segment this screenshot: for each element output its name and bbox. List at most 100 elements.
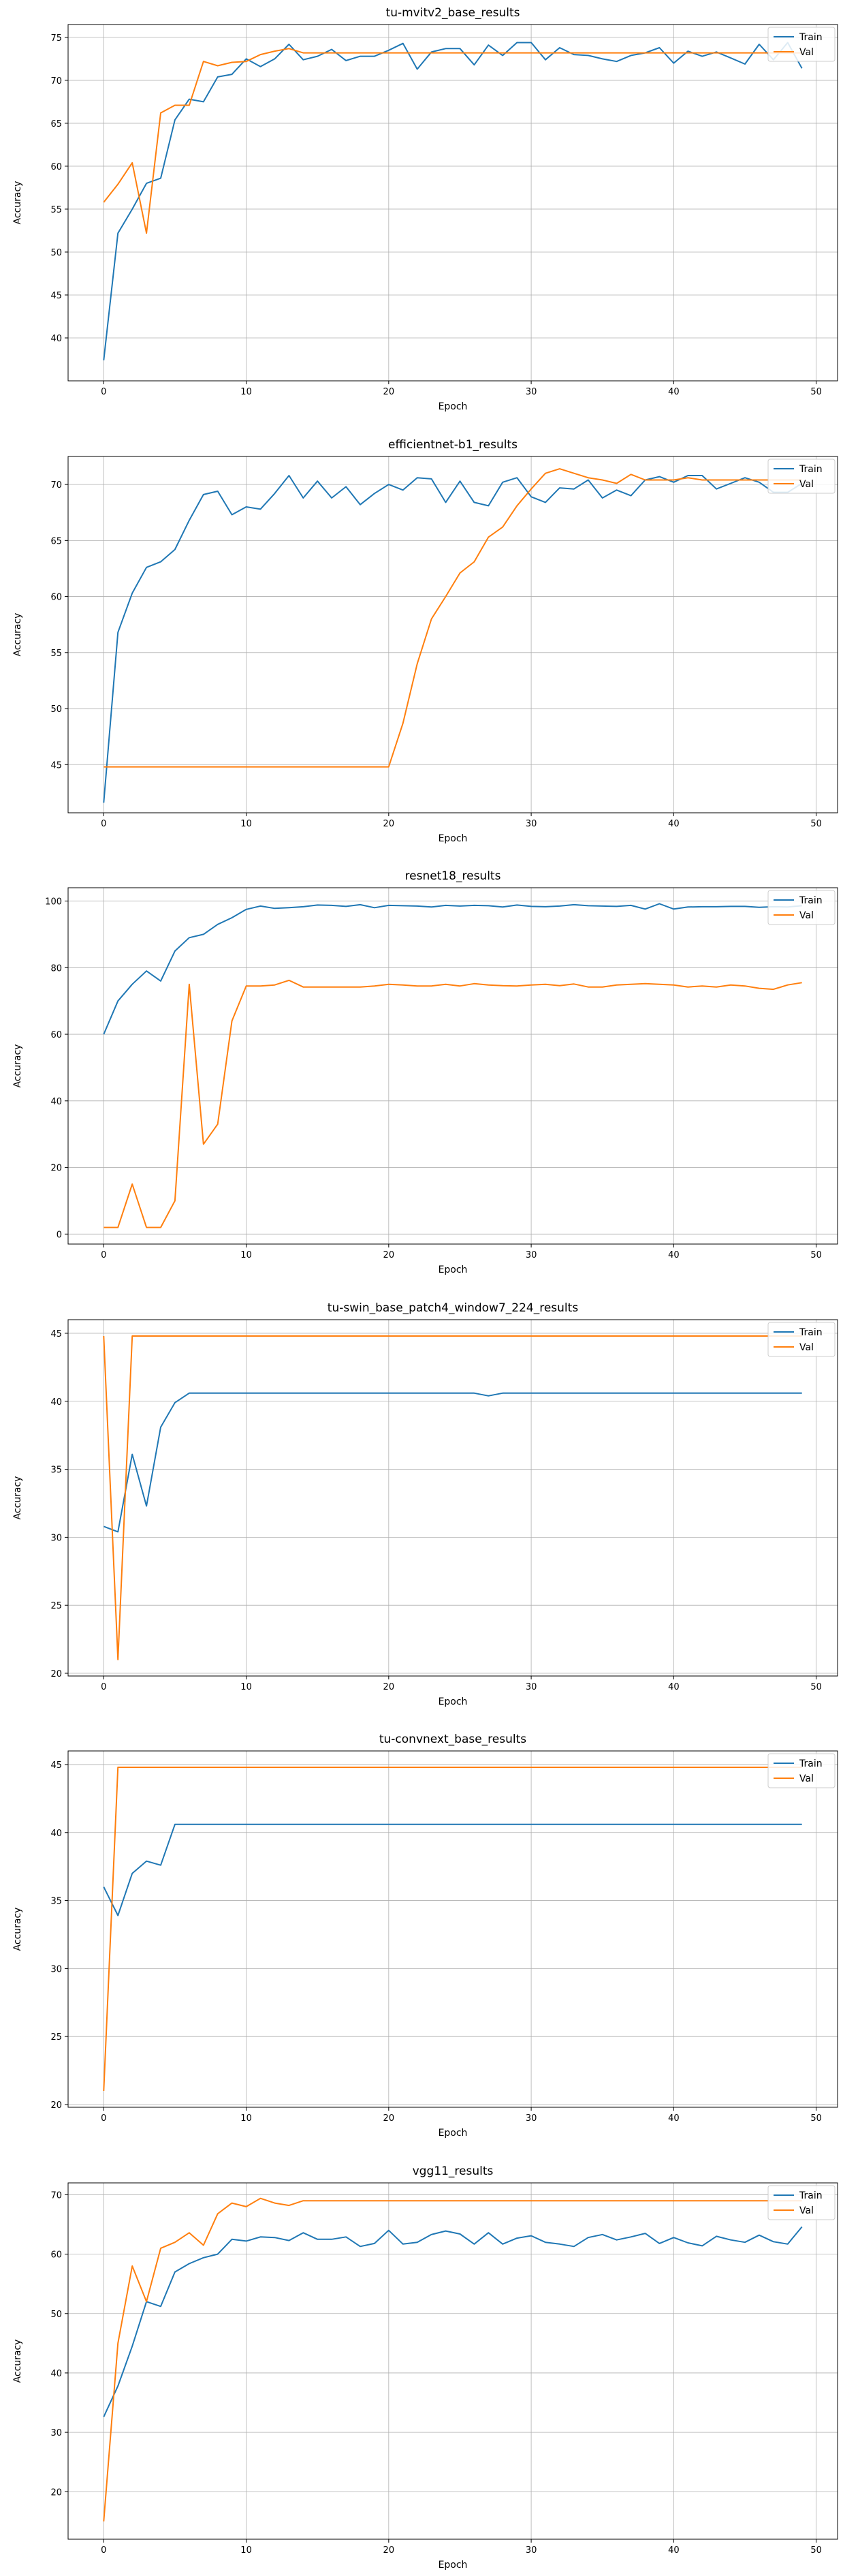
x-axis-label: Epoch xyxy=(439,2128,468,2139)
y-tick-label: 45 xyxy=(50,760,62,771)
x-tick-label: 10 xyxy=(240,387,252,397)
y-axis-label: Accuracy xyxy=(12,2340,23,2383)
legend-label: Train xyxy=(799,1758,823,1769)
x-tick-label: 40 xyxy=(668,1250,680,1260)
x-tick-label: 30 xyxy=(526,819,537,829)
y-tick-label: 20 xyxy=(50,2100,62,2111)
legend-label: Val xyxy=(799,1342,814,1353)
y-tick-label: 50 xyxy=(50,704,62,715)
y-tick-label: 20 xyxy=(50,1669,62,1679)
x-tick-label: 10 xyxy=(240,1682,252,1692)
legend-label: Train xyxy=(799,32,823,43)
y-tick-label: 50 xyxy=(50,2310,62,2320)
y-tick-label: 40 xyxy=(50,334,62,344)
y-tick-label: 40 xyxy=(50,1829,62,1839)
y-tick-label: 30 xyxy=(50,2428,62,2438)
x-tick-label: 20 xyxy=(383,387,395,397)
x-axis-label: Epoch xyxy=(439,1696,468,1707)
legend: Train Val xyxy=(767,2185,836,2220)
legend-box xyxy=(767,1322,836,1357)
y-tick-label: 45 xyxy=(50,291,62,301)
x-tick-label: 20 xyxy=(383,819,395,829)
series-line-train xyxy=(103,475,803,803)
y-tick-label: 80 xyxy=(50,963,62,974)
y-tick-label: 60 xyxy=(50,2250,62,2261)
y-axis-label: Accuracy xyxy=(12,1044,23,1088)
y-tick-label: 60 xyxy=(50,1030,62,1040)
y-tick-label: 55 xyxy=(50,205,62,215)
y-tick-label: 70 xyxy=(50,2190,62,2201)
x-tick-label: 40 xyxy=(668,1682,680,1692)
legend: Train Val xyxy=(767,27,836,62)
y-tick-label: 60 xyxy=(50,162,62,172)
legend-box xyxy=(767,2185,836,2220)
legend-box xyxy=(767,459,836,494)
chart-panel: tu-mvitv2_base_results 0 10 20 30 40 50 40 45 50 5… xyxy=(12,6,838,412)
legend-label: Val xyxy=(799,910,814,921)
legend: Train Val xyxy=(767,1322,836,1357)
y-tick-label: 45 xyxy=(50,1329,62,1339)
x-tick-label: 40 xyxy=(668,2113,680,2124)
series-line-train xyxy=(103,42,803,360)
x-tick-label: 0 xyxy=(101,1250,106,1260)
y-tick-label: 40 xyxy=(50,2369,62,2379)
x-tick-label: 20 xyxy=(383,2545,395,2556)
legend-label: Val xyxy=(799,479,814,490)
x-tick-label: 10 xyxy=(240,1250,252,1260)
x-axis-label: Epoch xyxy=(439,2560,468,2571)
x-tick-label: 0 xyxy=(101,819,106,829)
chart-title: tu-mvitv2_base_results xyxy=(386,6,520,20)
y-tick-label: 35 xyxy=(50,1897,62,1907)
plot-frame xyxy=(67,887,838,1245)
legend: Train Val xyxy=(767,459,836,494)
legend-label: Val xyxy=(799,2205,814,2216)
x-tick-label: 30 xyxy=(526,1682,537,1692)
x-tick-label: 50 xyxy=(810,819,822,829)
x-tick-label: 50 xyxy=(810,1250,822,1260)
y-tick-label: 70 xyxy=(50,76,62,87)
x-axis-label: Epoch xyxy=(439,1264,468,1275)
series-line-val xyxy=(103,1767,802,2092)
y-tick-label: 40 xyxy=(50,1097,62,1107)
y-tick-label: 60 xyxy=(50,593,62,603)
plot-frame xyxy=(67,24,838,382)
y-tick-label: 50 xyxy=(50,248,62,258)
chart-panel: efficientnet-b1_results 0 10 20 30 40 50 45 50 55… xyxy=(12,438,838,844)
x-tick-label: 10 xyxy=(240,2545,252,2556)
series-line-val xyxy=(104,979,802,1228)
legend: Train Val xyxy=(767,1753,836,1788)
x-tick-label: 50 xyxy=(810,387,822,397)
legend-label: Train xyxy=(799,464,823,475)
chart-panel: tu-convnext_base_results 0 10 20 30 40 50 20 25 3… xyxy=(12,1733,838,2139)
y-tick-label: 25 xyxy=(50,1601,62,1611)
x-tick-label: 30 xyxy=(526,387,537,397)
x-tick-label: 30 xyxy=(526,2545,537,2556)
x-tick-label: 50 xyxy=(810,2113,822,2124)
x-tick-label: 50 xyxy=(810,2545,822,2556)
y-axis-label: Accuracy xyxy=(12,1476,23,1520)
x-axis-label: Epoch xyxy=(439,401,468,412)
chart-panel: vgg11_results 0 10 20 30 40 50 20 30 40 50 60 70 Epoc… xyxy=(12,2164,838,2571)
x-tick-label: 20 xyxy=(383,1250,395,1260)
y-tick-label: 75 xyxy=(50,33,62,44)
y-tick-label: 20 xyxy=(50,2487,62,2498)
x-tick-label: 0 xyxy=(101,2113,106,2124)
chart-panel: tu-swin_base_patch4_window7_224_results 0… xyxy=(12,1301,838,1707)
y-tick-label: 30 xyxy=(50,1964,62,1974)
chart-panel: resnet18_results 0 10 20 30 40 50 0 20 40 60 80 100 E… xyxy=(12,869,838,1275)
y-tick-label: 65 xyxy=(50,119,62,129)
chart-title: resnet18_results xyxy=(405,869,501,883)
y-tick-label: 70 xyxy=(50,480,62,491)
chart-title: tu-convnext_base_results xyxy=(379,1733,526,1746)
series-line-train xyxy=(103,2226,803,2417)
series-line-train xyxy=(103,903,802,1035)
x-tick-label: 20 xyxy=(383,2113,395,2124)
y-tick-label: 45 xyxy=(50,1760,62,1771)
y-axis-label: Accuracy xyxy=(12,1908,23,1951)
x-axis-label: Epoch xyxy=(439,833,468,844)
legend-label: Train xyxy=(799,1327,823,1338)
y-tick-label: 65 xyxy=(50,536,62,546)
x-tick-label: 30 xyxy=(526,1250,537,1260)
legend-box xyxy=(767,890,836,925)
